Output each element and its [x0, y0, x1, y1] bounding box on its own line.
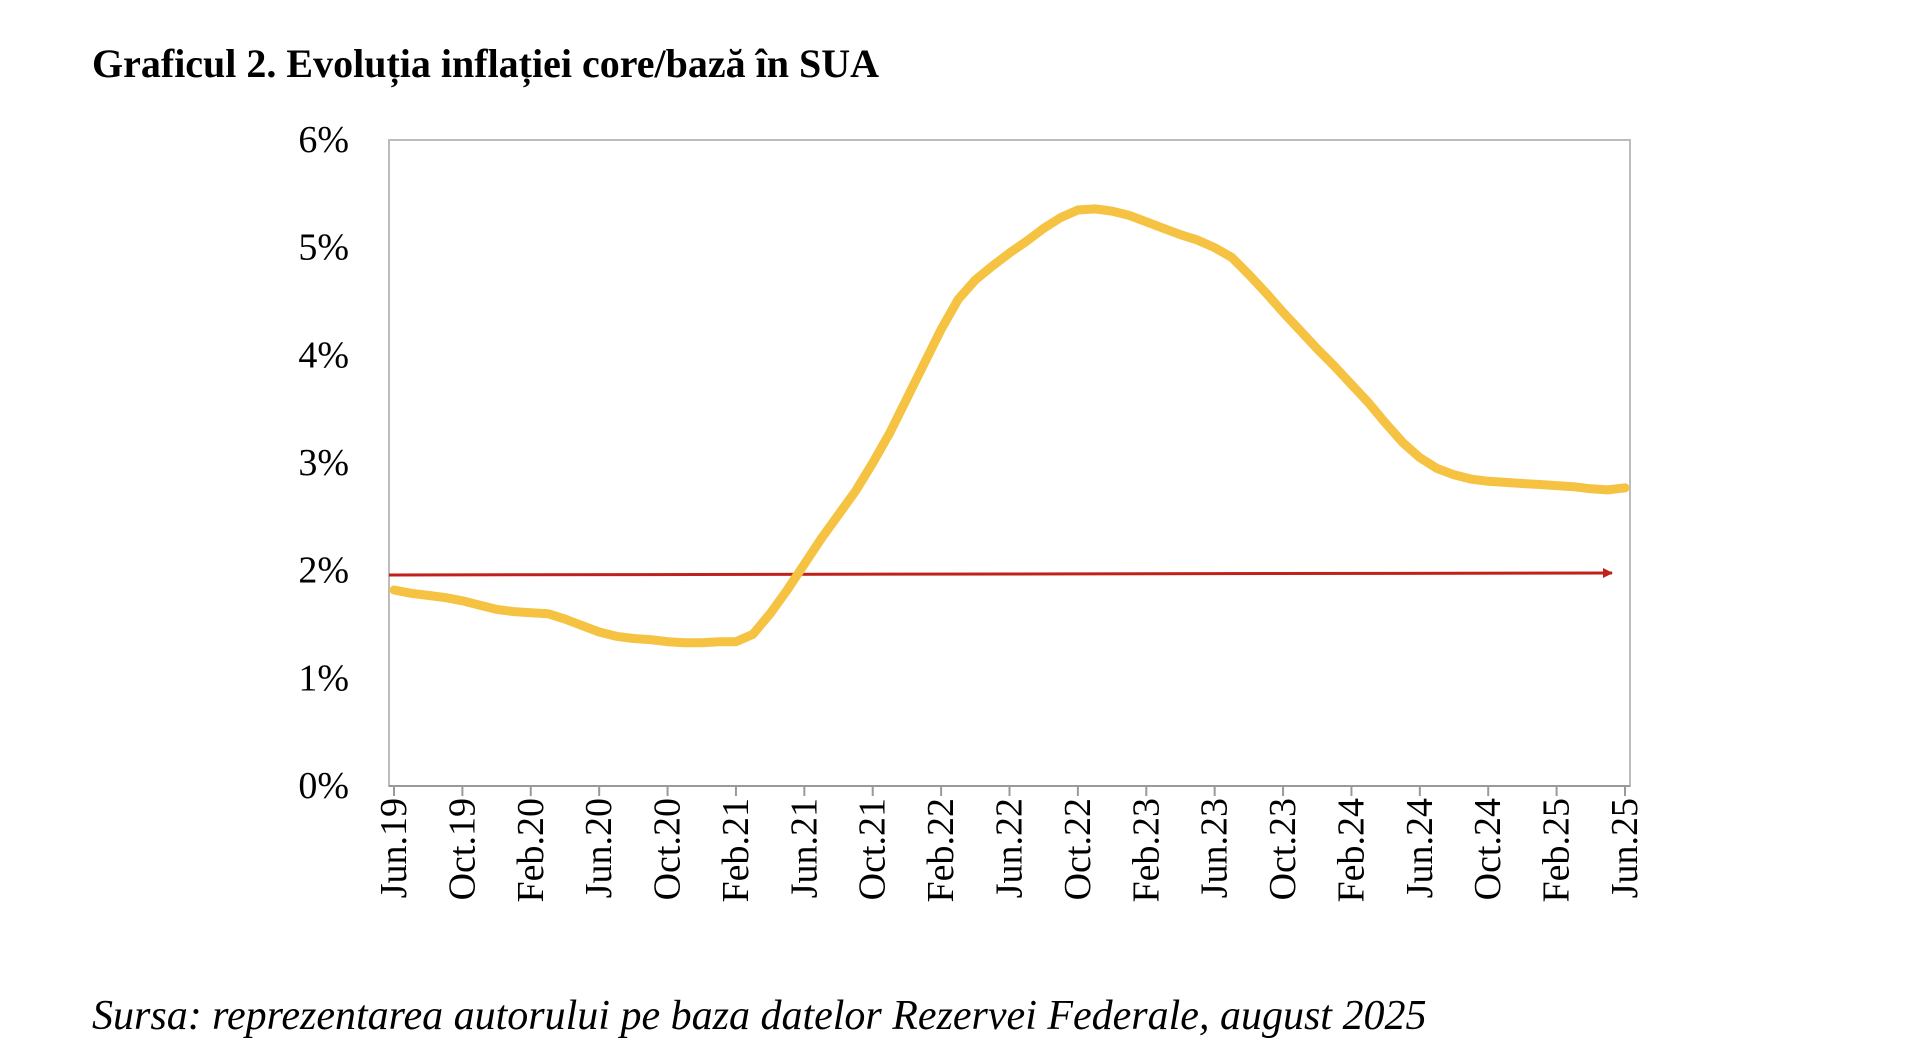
y-tick-label: 4% [298, 334, 349, 376]
y-tick-label: 1% [298, 657, 349, 699]
chart-title: Graficul 2. Evoluția inflației core/bază… [92, 41, 880, 86]
x-tick-label: Feb.21 [715, 798, 757, 903]
y-tick-label: 2% [298, 550, 349, 592]
x-tick-label: Oct.23 [1262, 798, 1304, 900]
x-tick-label: Feb.24 [1330, 798, 1372, 903]
x-tick-label: Oct.19 [441, 798, 483, 900]
x-tick-label: Feb.22 [920, 798, 962, 903]
plot-frame [388, 139, 1631, 787]
x-tick-label: Jun.25 [1604, 798, 1646, 898]
y-tick-label: 3% [298, 442, 349, 484]
x-tick-label: Jun.23 [1194, 798, 1236, 898]
x-tick-label: Jun.24 [1399, 798, 1441, 898]
x-tick-label: Feb.20 [510, 798, 552, 903]
target-arrow [388, 567, 1613, 578]
y-tick-label: 0% [298, 765, 349, 807]
x-tick-label: Feb.23 [1125, 798, 1167, 903]
x-tick-label: Oct.24 [1467, 798, 1509, 900]
y-tick-label: 5% [298, 227, 349, 269]
x-tick-label: Oct.22 [1057, 798, 1099, 900]
source-note: Sursa: reprezentarea autorului pe baza d… [92, 993, 1427, 1039]
x-tick-label: Jun.20 [578, 798, 620, 898]
x-tick-label: Jun.21 [783, 798, 825, 898]
x-tick-label: Oct.20 [647, 798, 689, 900]
x-tick-label: Oct.21 [852, 798, 894, 900]
core-inflation-line [389, 204, 1630, 648]
x-tick-label: Feb.25 [1536, 798, 1578, 903]
x-tick-label: Jun.22 [989, 798, 1031, 898]
x-tick-label: Jun.19 [373, 798, 415, 898]
y-tick-label: 6% [298, 119, 349, 161]
